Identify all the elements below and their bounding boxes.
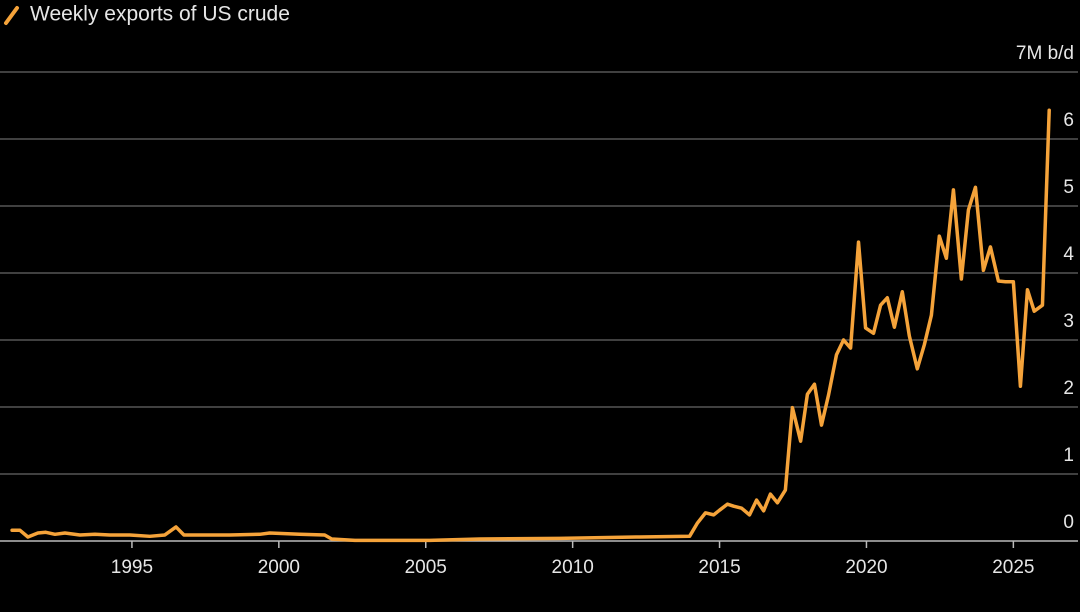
x-tick-label: 2010 bbox=[552, 557, 594, 578]
y-tick-label: 5 bbox=[1063, 177, 1074, 198]
y-tick-label: 4 bbox=[1063, 244, 1074, 265]
x-tick-label: 2020 bbox=[845, 557, 887, 578]
x-tick-label: 2025 bbox=[992, 557, 1034, 578]
y-tick-label: 3 bbox=[1063, 311, 1074, 332]
y-tick-label: 7M b/d bbox=[1016, 43, 1074, 64]
y-tick-label: 0 bbox=[1063, 512, 1074, 533]
line-series bbox=[10, 108, 1051, 543]
x-tick-label: 2015 bbox=[698, 557, 740, 578]
legend-label: Weekly exports of US crude bbox=[30, 3, 290, 26]
legend-swatch bbox=[4, 6, 19, 25]
y-tick-label: 1 bbox=[1063, 445, 1074, 466]
x-tick-label: 2005 bbox=[405, 557, 447, 578]
y-tick-label: 6 bbox=[1063, 110, 1074, 131]
y-tick-label: 2 bbox=[1063, 378, 1074, 399]
x-tick-label: 2000 bbox=[258, 557, 300, 578]
x-tick-label: 1995 bbox=[111, 557, 153, 578]
legend: Weekly exports of US crude bbox=[4, 3, 290, 26]
